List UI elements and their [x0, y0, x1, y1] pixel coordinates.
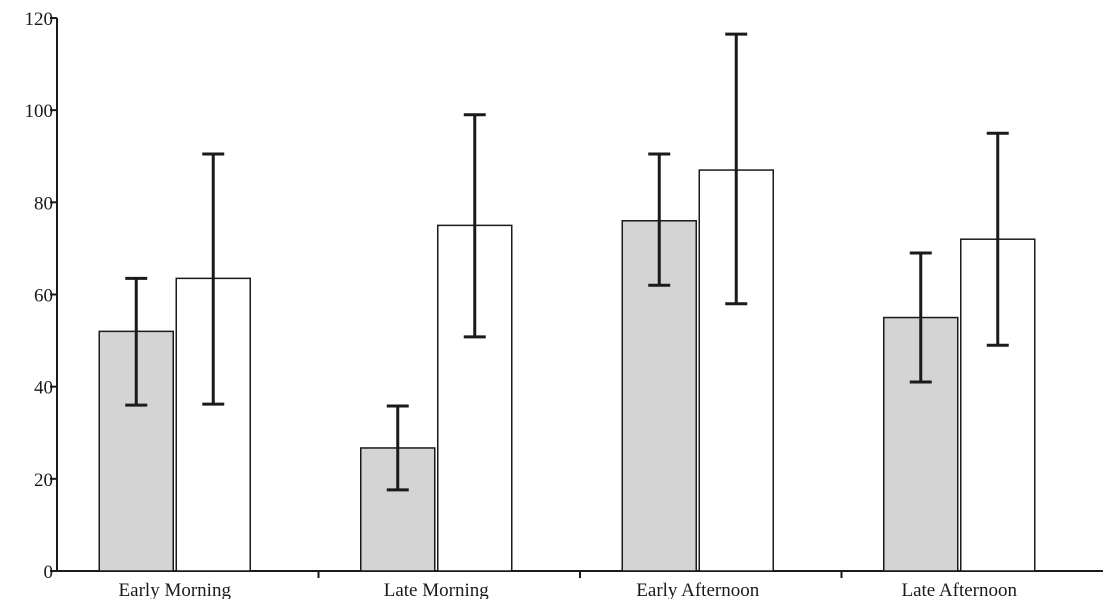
y-tick-label: 0 — [44, 562, 54, 583]
y-tick-label: 40 — [34, 378, 53, 399]
x-axis: Early Morning Late Morning Early Afternoon… — [57, 570, 1103, 599]
x-category-label: Late Morning — [384, 580, 490, 599]
error-bars — [125, 32, 1009, 492]
x-category-label: Early Afternoon — [636, 580, 759, 599]
x-category-label: Late Afternoon — [901, 580, 1017, 599]
y-tick-label: 80 — [34, 193, 53, 214]
y-tick-label: 20 — [34, 470, 53, 491]
y-tick-label: 60 — [34, 286, 53, 307]
bars — [98, 169, 1036, 572]
y-tick-label: 120 — [25, 9, 54, 30]
y-axis: 0 20 40 60 80 100 120 — [25, 9, 58, 583]
x-category-label: Early Morning — [119, 580, 232, 599]
y-tick-label: 100 — [25, 101, 54, 122]
